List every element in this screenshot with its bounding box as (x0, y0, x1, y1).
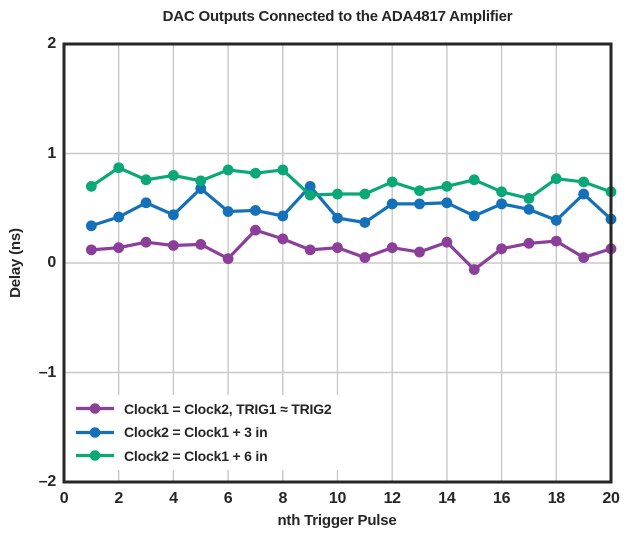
data-point (550, 214, 562, 226)
data-point (195, 238, 207, 250)
x-tick-label: 14 (438, 490, 456, 507)
legend-marker-icon (76, 403, 114, 415)
data-point (578, 252, 590, 263)
y-tick-label: 1 (47, 144, 56, 162)
legend-marker-icon (76, 450, 114, 462)
legend-item: Clock2 = Clock1 + 6 in (75, 444, 331, 468)
data-point (468, 174, 480, 186)
x-tick-label: 6 (223, 490, 233, 507)
data-point (250, 205, 261, 216)
data-point (414, 185, 425, 197)
data-point (222, 253, 234, 265)
data-point (222, 206, 234, 217)
data-point (386, 242, 398, 254)
data-point (441, 180, 453, 192)
data-point (414, 246, 425, 258)
data-point (441, 197, 453, 209)
legend: Clock1 = Clock2, TRIG1 ≈ TRIG2 Clock2 = C… (70, 395, 342, 470)
legend-item: Clock1 = Clock2, TRIG1 ≈ TRIG2 (75, 397, 332, 421)
x-tick-label: 0 (59, 490, 69, 507)
data-point (250, 167, 261, 179)
data-point (222, 164, 234, 176)
y-tick-label: –2 (38, 473, 57, 490)
data-point (578, 188, 590, 200)
data-point (332, 188, 343, 200)
data-point (85, 244, 97, 256)
data-point (578, 176, 590, 188)
y-tick-label: 2 (47, 35, 56, 52)
data-point (140, 236, 152, 248)
data-point (250, 224, 261, 236)
data-point (140, 174, 152, 186)
data-point (113, 242, 125, 254)
data-point (550, 173, 562, 185)
data-point (550, 235, 562, 247)
data-point (140, 197, 152, 209)
data-point (523, 192, 535, 204)
legend-item: Clock2 = Clock1 + 3 in (75, 421, 331, 445)
x-tick-label: 8 (278, 490, 288, 507)
data-point (496, 243, 507, 255)
data-point (359, 188, 371, 200)
data-point (386, 198, 398, 210)
data-point (304, 244, 316, 256)
data-point (195, 183, 207, 194)
x-tick-label: 10 (328, 490, 347, 507)
data-point (523, 203, 535, 215)
data-point (277, 164, 289, 176)
data-point (195, 175, 207, 187)
data-point (359, 252, 371, 263)
y-tick-label: –1 (38, 363, 57, 381)
legend-label: Clock2 = Clock1 + 3 in (124, 424, 268, 441)
data-point (359, 217, 371, 228)
data-point (85, 180, 97, 192)
data-point (85, 220, 97, 232)
data-point (113, 162, 125, 174)
y-tick-label: 0 (47, 254, 56, 271)
data-point (468, 264, 480, 275)
data-point (304, 180, 316, 192)
legend-label: Clock2 = Clock1 + 6 in (124, 447, 268, 464)
x-tick-label: 12 (383, 490, 402, 507)
data-point (523, 237, 535, 249)
x-tick-label: 18 (547, 490, 566, 507)
data-point (332, 242, 343, 254)
data-point (168, 209, 179, 221)
data-point (168, 240, 179, 251)
data-point (277, 210, 289, 222)
x-tick-label: 4 (169, 490, 178, 507)
data-point (496, 198, 507, 210)
data-point (496, 186, 507, 198)
data-point (168, 170, 179, 181)
data-point (113, 211, 125, 223)
legend-marker-icon (76, 426, 114, 438)
data-point (332, 212, 343, 224)
legend-label: Clock1 = Clock2, TRIG1 ≈ TRIG2 (124, 400, 332, 417)
data-point (304, 189, 316, 201)
plot-frame (62, 42, 613, 484)
x-tick-label: 2 (114, 490, 123, 507)
x-tick-label: 20 (602, 490, 620, 507)
data-point (277, 233, 289, 245)
data-point (414, 198, 425, 210)
data-point (468, 210, 480, 222)
data-point (441, 236, 453, 248)
x-axis-label: nth Trigger Pulse (277, 512, 397, 529)
data-point (386, 176, 398, 188)
chart-title: DAC Outputs Connected to the ADA4817 Amp… (162, 8, 513, 25)
x-tick-label: 16 (492, 490, 511, 507)
